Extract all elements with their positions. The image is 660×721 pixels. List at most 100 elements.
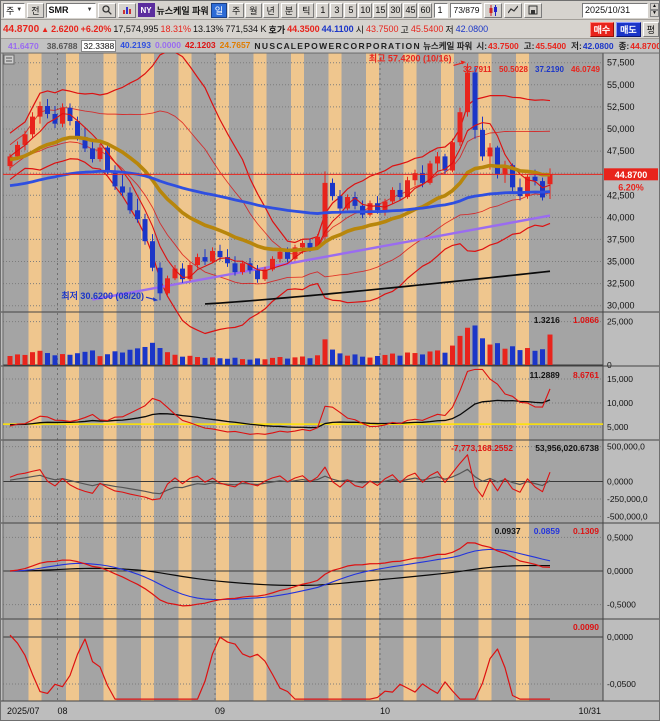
spinner-up-icon[interactable]: ▲ [650, 3, 659, 10]
sell-button[interactable]: 매도 [616, 21, 641, 37]
week-stripe [478, 53, 492, 701]
open-value: 43.7500 [365, 24, 399, 34]
ma-value-2: 38.6788 [46, 40, 78, 51]
minute-button[interactable]: 10 [358, 2, 373, 18]
week-stripe [366, 53, 379, 701]
minute-button[interactable]: 15 [373, 2, 388, 18]
symbol-value: SMR [48, 5, 69, 15]
symbol-input[interactable]: SMR ▼ [45, 2, 96, 18]
svg-text:57,500: 57,500 [607, 58, 635, 68]
svg-text:55,000: 55,000 [607, 80, 635, 90]
week-stripe [328, 53, 342, 701]
svg-text:500,000,0: 500,000,0 [607, 442, 645, 452]
buy-button[interactable]: 매수 [589, 21, 615, 37]
minute-button[interactable]: 1 [316, 2, 330, 18]
indicator-value: 24.7657 [219, 39, 251, 50]
svg-text:2025/07: 2025/07 [7, 706, 40, 716]
svg-text:32,500: 32,500 [607, 279, 635, 289]
svg-text:-250,000,0: -250,000,0 [607, 494, 648, 504]
svg-text:최고 57.4200 (10/16): 최고 57.4200 (10/16) [369, 52, 452, 63]
minute-button-group: 1 3 5 10 15 30 45 60 [316, 2, 433, 18]
svg-text:25,000: 25,000 [607, 317, 633, 327]
date-spinner[interactable]: ▲ ▼ [650, 3, 659, 17]
svg-text:47,500: 47,500 [607, 146, 635, 156]
svg-text:08: 08 [57, 706, 67, 716]
week-stripe [28, 53, 42, 701]
week-stripe [403, 53, 417, 701]
avg-button[interactable]: 평 [642, 21, 659, 37]
exchange-badge: NY [137, 3, 155, 17]
period-combo[interactable]: 주 ▼ [3, 2, 26, 18]
svg-text:10/31: 10/31 [578, 706, 601, 716]
mini-chart-button[interactable] [117, 2, 136, 18]
candle-style-button[interactable] [484, 2, 503, 18]
week-stripe [291, 53, 304, 701]
bid-price: 44.3500 [287, 24, 320, 34]
trade-value: 771,534 K [225, 24, 267, 34]
svg-text:-0,0500: -0,0500 [607, 679, 636, 689]
week-stripe [141, 53, 154, 701]
count-input[interactable]: 1 [434, 2, 449, 18]
svg-text:10: 10 [380, 706, 390, 716]
chart-menu-button[interactable] [3, 54, 15, 65]
svg-text:32.7911: 32.7911 [463, 65, 492, 74]
week-stripe [178, 53, 192, 701]
prev-stock-button[interactable]: 전 [27, 2, 44, 18]
svg-text:최저 30.6200 (08/20): 최저 30.6200 (08/20) [61, 290, 144, 301]
period-tab[interactable]: 주 [227, 2, 245, 18]
save-chart-button[interactable] [524, 2, 543, 18]
spinner-down-icon[interactable]: ▼ [650, 10, 659, 17]
svg-text:0: 0 [607, 360, 612, 370]
line-style-button[interactable] [504, 2, 523, 18]
indicator-value: 40.2193 [120, 39, 151, 50]
svg-text:0,5000: 0,5000 [607, 532, 633, 542]
week-stripe [516, 53, 529, 701]
ohlc-value: 고:45.5400 [523, 40, 567, 51]
korean-name: 뉴스케일 파워 [423, 40, 473, 51]
chevron-down-icon: ▼ [16, 7, 23, 13]
svg-text:1.3216: 1.3216 [534, 315, 560, 325]
mode-button[interactable]: 틱 [298, 2, 315, 18]
ask-price: 44.1100 [321, 24, 354, 34]
indicator-value: 32.3388 [81, 39, 117, 52]
current-price-badge [604, 168, 658, 181]
ohlc-value: 종:44.8700 [618, 40, 660, 51]
volume-ratio: 18.31% [160, 24, 191, 34]
svg-text:0.0090: 0.0090 [573, 622, 599, 632]
date-input[interactable]: 2025/10/31 [582, 2, 649, 18]
svg-text:-7,773,168.2552: -7,773,168.2552 [451, 443, 513, 453]
period-tab[interactable]: 월 [245, 2, 262, 18]
svg-text:15,000: 15,000 [607, 374, 633, 384]
svg-text:0,0000: 0,0000 [607, 632, 633, 642]
svg-text:-500,000,0: -500,000,0 [607, 511, 648, 521]
mode-button[interactable]: 분 [280, 2, 298, 18]
header-ohlc: 시:43.7500 고:45.5400 저:42.0800 종:44.8700 [476, 40, 660, 52]
search-button[interactable] [97, 2, 116, 18]
minute-button[interactable]: 45 [403, 2, 418, 18]
minute-button[interactable]: 60 [418, 2, 433, 18]
week-stripe [216, 53, 229, 701]
week-stripe [103, 53, 117, 701]
indicator-value: 42.1203 [184, 39, 216, 50]
svg-text:1.0866: 1.0866 [573, 315, 599, 325]
change-percent: +6.20% [80, 24, 112, 34]
svg-text:0.0859: 0.0859 [534, 526, 560, 536]
svg-text:53,956,020.6738: 53,956,020.6738 [535, 443, 599, 453]
minute-button[interactable]: 3 [330, 2, 344, 18]
svg-text:37,500: 37,500 [607, 234, 635, 244]
svg-text:30,000: 30,000 [607, 301, 635, 311]
week-stripe [253, 53, 267, 701]
toolbar-quote: 44.8700 ▲ 2.6200 +6.20% 17,574,995 18.31… [1, 20, 659, 39]
svg-text:8.6761: 8.6761 [573, 370, 599, 380]
ohlc-value: 시:43.7500 [476, 40, 519, 51]
period-tab[interactable]: 년 [262, 2, 279, 18]
period-tab[interactable]: 일 [210, 2, 227, 18]
turnover-ratio: 13.13% [192, 24, 224, 34]
minute-button[interactable]: 30 [388, 2, 403, 18]
minute-button[interactable]: 5 [344, 2, 358, 18]
svg-text:50,000: 50,000 [607, 124, 635, 134]
last-price: 44.8700 [3, 23, 40, 35]
